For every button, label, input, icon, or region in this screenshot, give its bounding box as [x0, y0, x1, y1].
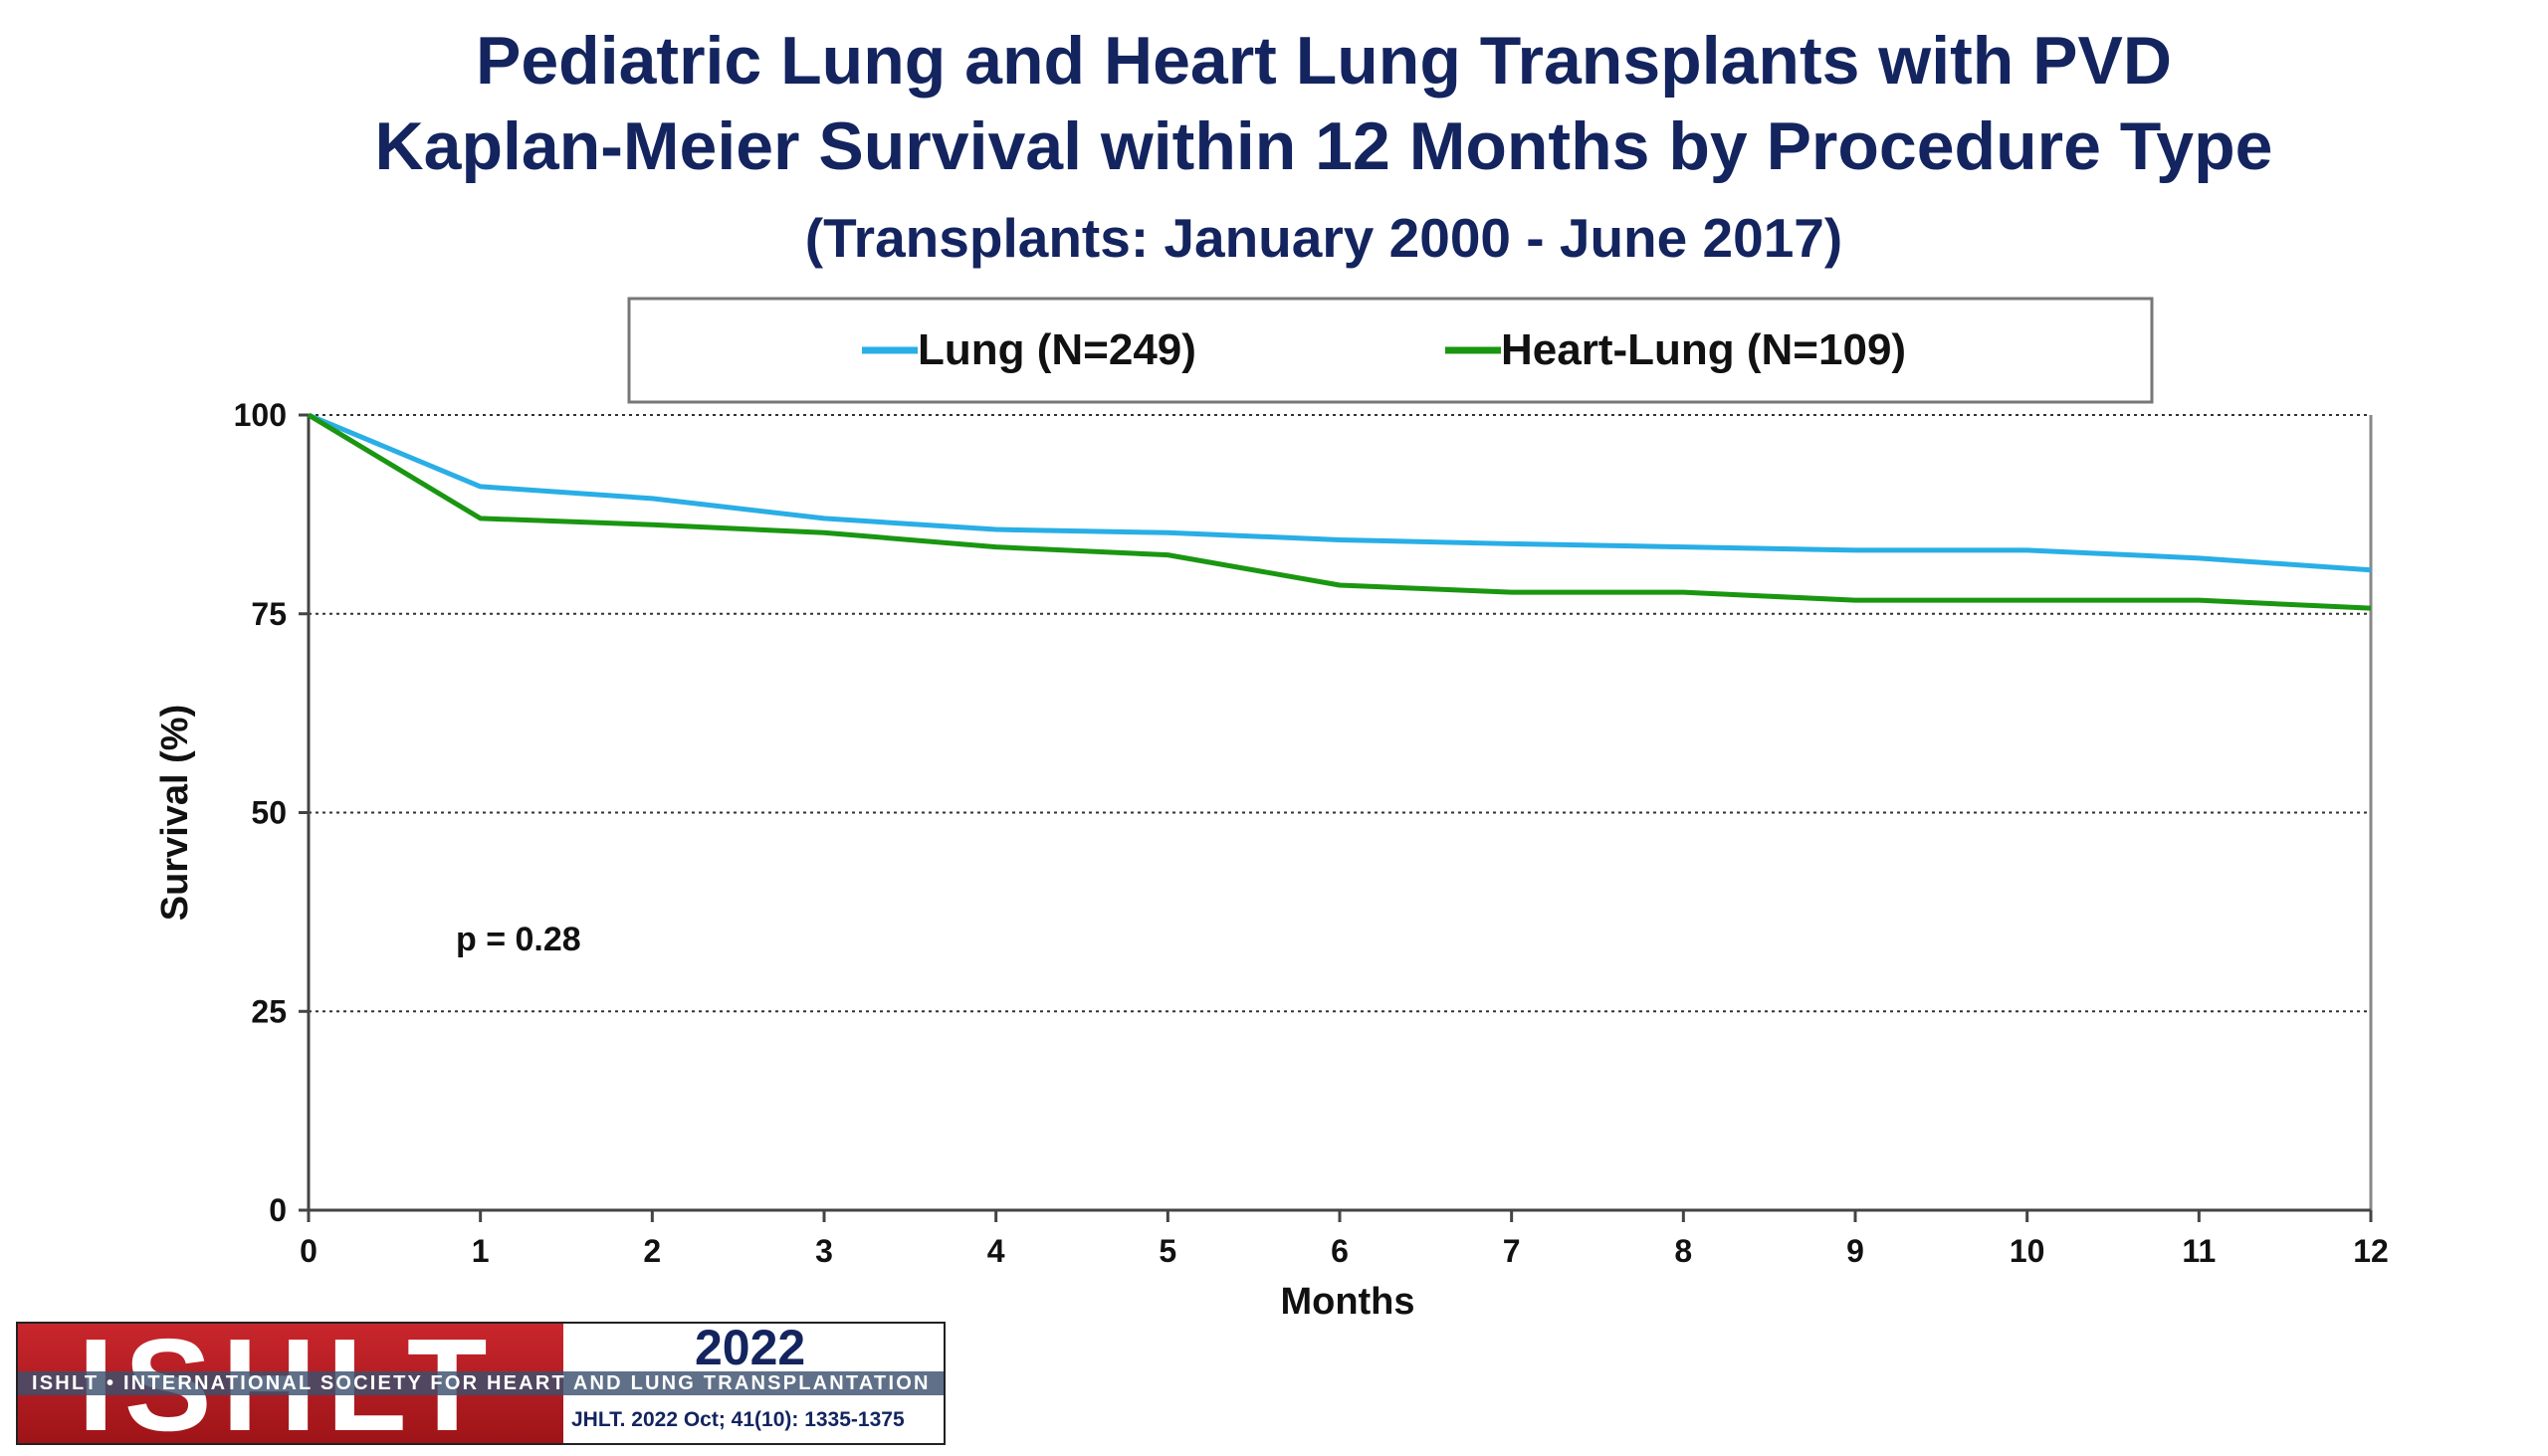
x-tick-label-3: 3 — [815, 1233, 833, 1269]
logo-band — [18, 1371, 944, 1395]
y-tick-label-75: 75 — [251, 596, 287, 632]
chart-subtitle: (Transplants: January 2000 - June 2017) — [804, 207, 1843, 269]
y-tick-label-0: 0 — [269, 1192, 287, 1228]
ishlt-logo: ISHLT ISHLT • INTERNATIONAL SOCIETY FOR … — [16, 1322, 946, 1445]
x-axis-label: Months — [1280, 1281, 1414, 1323]
chart-title-line-2: Kaplan-Meier Survival within 12 Months b… — [374, 108, 2273, 184]
x-tick-label-4: 4 — [987, 1233, 1005, 1269]
x-tick-label-0: 0 — [300, 1233, 318, 1269]
y-tick-label-100: 100 — [234, 397, 287, 433]
x-tick-label-12: 12 — [2353, 1233, 2389, 1269]
x-tick-label-5: 5 — [1159, 1233, 1176, 1269]
x-tick-label-2: 2 — [643, 1233, 661, 1269]
logo-citation: JHLT. 2022 Oct; 41(10): 1335-1375 — [571, 1408, 905, 1431]
x-tick-label-7: 7 — [1503, 1233, 1521, 1269]
y-tick-label-50: 50 — [251, 795, 287, 831]
x-tick-label-8: 8 — [1674, 1233, 1692, 1269]
series-line-1 — [307, 412, 2372, 611]
title-block: Pediatric Lung and Heart Lung Transplant… — [0, 18, 2548, 273]
x-tick-label-6: 6 — [1331, 1233, 1349, 1269]
y-axis-label: Survival (%) — [154, 705, 196, 922]
series-line-0 — [308, 412, 2372, 573]
legend-label-1: Heart-Lung (N=109) — [1501, 325, 1906, 374]
y-tick-label-25: 25 — [251, 993, 287, 1029]
logo-year: 2022 — [695, 1322, 806, 1375]
x-tick-label-11: 11 — [2182, 1233, 2216, 1269]
x-tick-label-10: 10 — [2010, 1233, 2045, 1269]
x-tick-label-1: 1 — [472, 1233, 490, 1269]
legend-box — [627, 297, 2154, 404]
p-value-annotation: p = 0.28 — [456, 921, 581, 958]
x-tick-label-9: 9 — [1846, 1233, 1864, 1269]
chart-title-line-1: Pediatric Lung and Heart Lung Transplant… — [476, 23, 2172, 99]
legend-label-0: Lung (N=249) — [918, 325, 1196, 374]
logo-tagline: ISHLT • INTERNATIONAL SOCIETY FOR HEART … — [32, 1372, 931, 1394]
